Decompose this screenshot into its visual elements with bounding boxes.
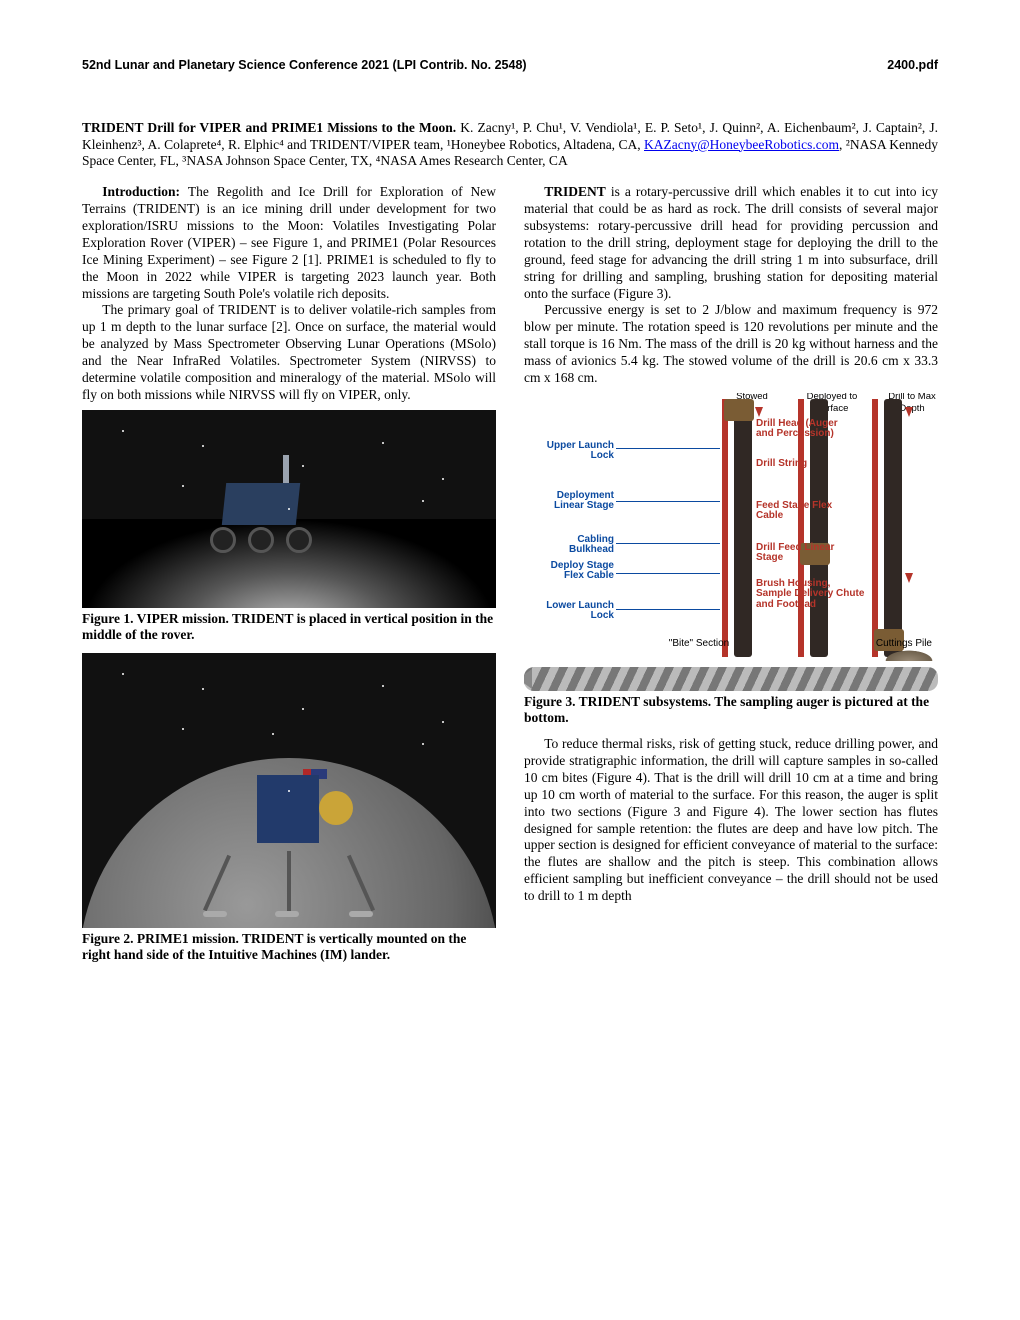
paragraph-2: The primary goal of TRIDENT is to delive… xyxy=(82,302,496,403)
figure-1-caption: Figure 1. VIPER mission. TRIDENT is plac… xyxy=(82,611,496,643)
fig3-label-lower-lock: Lower Launch Lock xyxy=(530,601,614,622)
fig3-label-feed-cable: Feed Stage Flex Cable xyxy=(756,501,836,522)
title-block: TRIDENT Drill for VIPER and PRIME1 Missi… xyxy=(82,120,938,171)
fig3-label-drill-head: Drill Head (Auger and Percussion) xyxy=(756,419,846,440)
two-column-body: Introduction: The Regolith and Ice Drill… xyxy=(82,184,938,973)
figure-3-caption: Figure 3. TRIDENT subsystems. The sampli… xyxy=(524,694,938,726)
fig3-label-cabling: Cabling Bulkhead xyxy=(530,535,614,556)
trident-text-1: is a rotary-percussive drill which enabl… xyxy=(524,184,938,300)
fig3-label-brush: Brush Housing, Sample Delivery Chute and… xyxy=(756,579,866,611)
fig3-label-deploy-cable: Deploy Stage Flex Cable xyxy=(530,561,614,582)
fig3-label-bite: "Bite" Section xyxy=(654,639,744,650)
right-column: TRIDENT is a rotary-percussive drill whi… xyxy=(524,184,938,973)
trident-paragraph-3: To reduce thermal risks, risk of getting… xyxy=(524,736,938,905)
paper-title: TRIDENT Drill for VIPER and PRIME1 Missi… xyxy=(82,120,456,135)
author-email-link[interactable]: KAZacny@HoneybeeRobotics.com xyxy=(644,137,839,152)
intro-heading: Introduction: xyxy=(102,184,188,199)
header-left: 52nd Lunar and Planetary Science Confere… xyxy=(82,58,527,74)
page: 52nd Lunar and Planetary Science Confere… xyxy=(0,0,1020,1320)
fig3-auger-strip xyxy=(524,667,938,691)
running-header: 52nd Lunar and Planetary Science Confere… xyxy=(82,58,938,74)
figure-3-image: Stowed Deployed to Surface Drill to Max … xyxy=(524,393,938,691)
fig3-label-deploy-stage: Deployment Linear Stage xyxy=(530,491,614,512)
figure-2-image xyxy=(82,653,496,928)
trident-paragraph-2: Percussive energy is set to 2 J/blow and… xyxy=(524,302,938,386)
figure-2-caption: Figure 2. PRIME1 mission. TRIDENT is ver… xyxy=(82,931,496,963)
trident-paragraph-1: TRIDENT is a rotary-percussive drill whi… xyxy=(524,184,938,302)
fig3-label-cuttings: Cuttings Pile xyxy=(852,639,932,650)
fig3-label-drill-feed: Drill Feed Linear Stage xyxy=(756,543,836,564)
left-column: Introduction: The Regolith and Ice Drill… xyxy=(82,184,496,973)
fig3-label-upper-lock: Upper Launch Lock xyxy=(530,441,614,462)
intro-paragraph: Introduction: The Regolith and Ice Drill… xyxy=(82,184,496,302)
trident-heading: TRIDENT xyxy=(544,184,606,199)
intro-text: The Regolith and Ice Drill for Explorati… xyxy=(82,184,496,300)
header-right: 2400.pdf xyxy=(887,58,938,74)
fig3-label-drill-string: Drill String xyxy=(756,459,826,470)
figure-1-image xyxy=(82,410,496,608)
